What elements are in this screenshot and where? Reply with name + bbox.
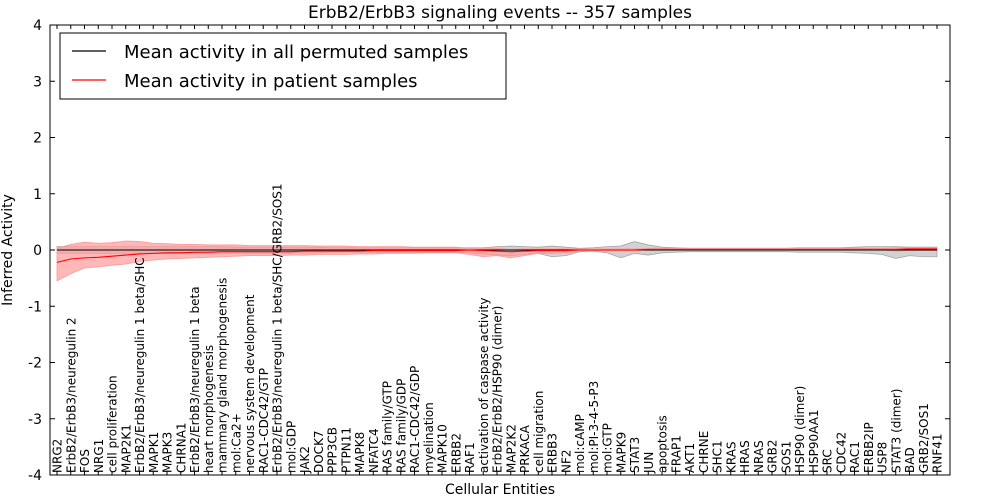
y-tick-label: -3 [28,412,42,428]
x-category-label: mol:GTP [601,423,615,473]
x-category-label: STAT3 (dimer) [889,389,903,473]
x-category-label: DOCK7 [312,430,326,473]
y-tick-label: -4 [28,468,42,484]
x-category-label: HSP90AA1 [807,409,821,473]
x-category-label: myelination [422,402,436,473]
x-category-label: nervous system development [243,294,257,473]
y-tick-label: 0 [33,243,42,259]
y-tick-label: 3 [33,74,42,90]
x-category-label: SHC1 [711,440,725,473]
series-line-patient [56,248,937,263]
x-category-label: CHRNE [697,431,711,473]
y-tick-label: 2 [33,131,42,147]
x-category-label: GRB2 [766,439,780,473]
x-category-label: mol:GDP [284,421,298,473]
x-category-label: MAPK8 [353,432,367,473]
x-category-label: cell migration [532,391,546,473]
x-category-label: SRC [821,449,835,473]
y-tick-label: 4 [33,18,42,34]
x-category-label: SOS1 [779,441,793,473]
x-category-label: HSP90 (dimer) [793,386,807,473]
band-patient [56,240,938,282]
x-category-label: NF2 [559,449,573,473]
x-category-label: FOS [78,449,92,473]
x-category-label: ErbB2/ErbB3/neuregulin 1 beta/SHC [133,257,147,473]
x-category-label: RAS family/GTP [381,381,395,473]
x-category-label: apoptosis [656,415,670,473]
x-category-label: NFATC4 [367,428,381,473]
x-category-label: RAC1-CDC42/GTP [257,368,271,473]
x-category-label: MAPK3 [161,432,175,473]
x-category-label: mol:cAMP [573,414,587,473]
x-category-label: AKT1 [683,443,697,473]
x-category-label: NRAS [752,440,766,473]
x-category-label: RNF41 [931,434,945,474]
y-tick-label: -1 [28,299,42,315]
x-category-label: mol:PI-3-4-5-P3 [587,381,601,473]
legend-label: Mean activity in patient samples [124,71,418,92]
y-axis-label: Inferred Activity [0,194,16,306]
x-category-label: heart morphogenesis [202,345,216,473]
x-category-label: USP8 [876,442,890,473]
x-category-label: GRB2/SOS1 [917,403,931,473]
x-category-label: JAK2 [298,446,312,474]
x-category-label: RAC1 [848,441,862,473]
x-category-label: PPP3CB [326,427,340,473]
y-tick-label: 1 [33,187,42,203]
x-category-label: HRAS [738,440,752,473]
x-category-label: MAPK1 [147,432,161,473]
x-category-label: KRAS [724,441,738,473]
x-category-label: ERBB2IP [862,422,876,473]
x-category-label: BAD [903,447,917,473]
y-tick-label: -2 [28,356,42,372]
x-category-label: NRG2 [51,439,65,473]
x-category-label: RAF1 [463,442,477,473]
x-category-label: mol:Ca2+ [229,413,243,473]
x-axis-label: Cellular Entities [445,482,555,498]
x-category-label: ErbB2/ErbB3/neuregulin 2 [64,317,78,473]
x-category-label: PTPN11 [339,427,353,473]
x-category-label: ERBB3 [546,433,560,473]
x-category-label: NRG1 [92,439,106,473]
x-category-label: MAPK9 [614,432,628,473]
legend-box [59,32,507,100]
x-category-label: CDC42 [834,432,848,473]
legend: Mean activity in all permuted samples Mea… [59,32,507,100]
x-category-label: RAS family/GDP [394,379,408,473]
x-category-label: ErbB2/ErbB3/neuregulin 1 beta [188,286,202,473]
x-category-label: ErbB2/ErbB3/neuregulin 1 beta/SHC/GRB2/S… [271,183,285,473]
x-category-label: cell proliferation [106,375,120,473]
x-category-label: mammary gland morphogenesis [216,278,230,473]
x-category-label: MAPK10 [436,424,450,473]
x-category-label: JUN [642,452,656,474]
x-category-label: RAC1-CDC42/GDP [408,366,422,473]
x-category-label: ERBB2 [449,433,463,473]
x-category-label: STAT3 [628,437,642,473]
x-category-label: activation of caspase activity [477,298,491,473]
x-category-label: ErbB2/ErbB2/HSP90 (dimer) [491,306,505,473]
x-category-label: PRKACA [518,424,532,473]
legend-label: Mean activity in all permuted samples [124,42,468,63]
x-category-label: MAP2K2 [504,424,518,473]
x-category-label: MAP2K1 [119,424,133,473]
chart-title: ErbB2/ErbB3 signaling events -- 357 samp… [308,3,692,23]
x-category-label: CHRNA1 [174,422,188,473]
x-category-label: FRAP1 [669,435,683,473]
